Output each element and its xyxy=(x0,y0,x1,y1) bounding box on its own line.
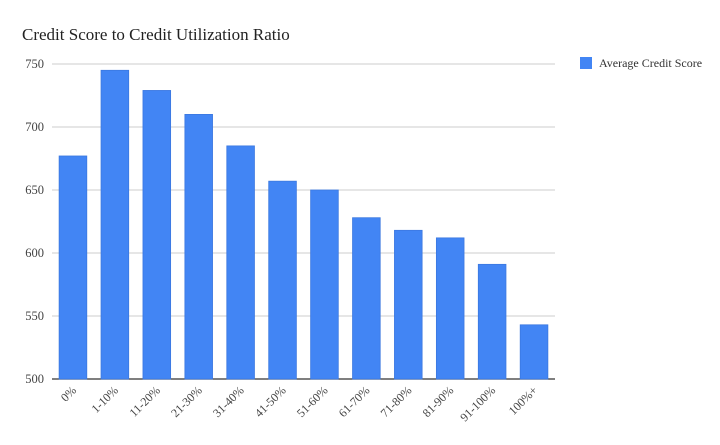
gridlines xyxy=(52,63,555,380)
x-tick-label: 31-40% xyxy=(210,383,247,420)
bar-81-90% xyxy=(435,237,465,380)
bar-1-10% xyxy=(100,69,130,380)
bar-21-30% xyxy=(184,114,213,380)
bar-91-100% xyxy=(477,263,507,380)
y-tick-label: 750 xyxy=(25,57,44,71)
x-tick-label: 51-60% xyxy=(294,383,331,420)
y-tick-label: 650 xyxy=(25,183,44,197)
y-axis-ticks: 500 550 600 650 700 750 xyxy=(25,57,44,386)
x-tick-label: 1-10% xyxy=(88,383,121,416)
y-tick-label: 550 xyxy=(25,309,44,323)
x-tick-label: 91-100% xyxy=(457,383,498,424)
bar-71-80% xyxy=(394,229,423,380)
x-tick-label: 81-90% xyxy=(420,383,457,420)
x-axis-ticks: 0% 1-10% 11-20% 21-30% 31-40% 41-50% 51-60% 61-… xyxy=(58,383,540,424)
bars xyxy=(58,69,549,380)
bar-61-70% xyxy=(352,217,381,380)
legend-label-average-credit-score: Average Credit Score xyxy=(599,56,702,70)
x-tick-label: 21-30% xyxy=(168,383,205,420)
bar-41-50% xyxy=(268,180,297,380)
x-tick-label: 71-80% xyxy=(378,383,415,420)
x-tick-label: 61-70% xyxy=(336,383,373,420)
bar-51-60% xyxy=(310,189,339,380)
bar-31-40% xyxy=(226,145,255,380)
x-tick-label: 41-50% xyxy=(252,383,289,420)
bar-0% xyxy=(58,155,88,380)
y-tick-label: 600 xyxy=(25,246,44,260)
bar-11-20% xyxy=(142,90,172,380)
x-tick-label: 11-20% xyxy=(126,383,162,419)
x-tick-label: 100%+ xyxy=(506,383,541,418)
x-tick-label: 0% xyxy=(58,383,79,404)
y-tick-label: 700 xyxy=(25,120,44,134)
legend-swatch-average-credit-score xyxy=(580,57,592,69)
chart-title: Credit Score to Credit Utilization Ratio xyxy=(22,25,290,44)
y-tick-label: 500 xyxy=(25,372,44,386)
bar-100%+ xyxy=(519,324,549,380)
legend: Average Credit Score xyxy=(580,56,702,70)
